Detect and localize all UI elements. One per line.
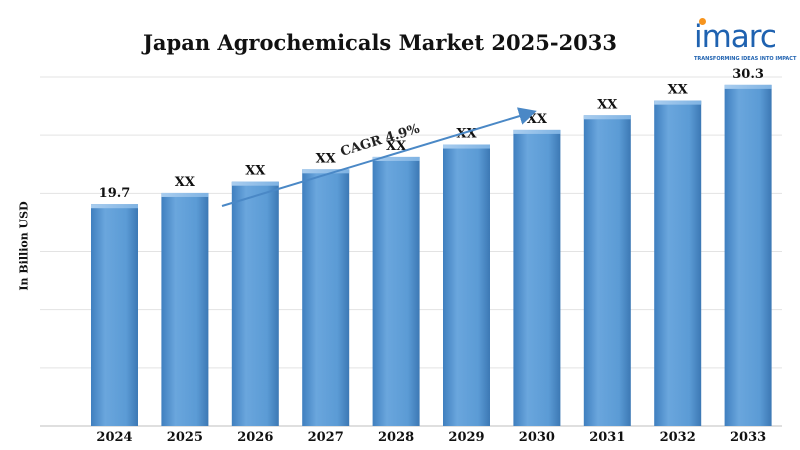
bar-2027: [302, 169, 350, 426]
data-label: 30.3: [732, 67, 764, 82]
data-label: XX: [386, 139, 407, 154]
bar-2030: [513, 129, 561, 426]
x-tick-label: 2032: [660, 430, 696, 445]
bar: [91, 204, 138, 426]
data-label: 19.7: [99, 186, 131, 201]
data-label: XX: [597, 97, 618, 112]
x-tick-label: 2030: [519, 430, 555, 445]
bar-top-bevel: [513, 129, 561, 134]
bar: [372, 156, 420, 426]
cagr-label: CAGR 4.9%: [339, 121, 422, 159]
data-label: XX: [245, 164, 266, 179]
data-label: XX: [175, 175, 196, 190]
x-tick-label: 2031: [589, 430, 625, 445]
data-label: XX: [527, 112, 548, 127]
bar-2026: [231, 181, 279, 426]
logo-dot: [699, 18, 706, 25]
x-tick-label: 2029: [448, 430, 484, 445]
x-tick-label: 2028: [378, 430, 414, 445]
logo-wordmark: imarc: [694, 19, 777, 55]
bar-top-bevel: [654, 100, 702, 105]
bar-top-bevel: [443, 144, 490, 149]
x-tick-label: 2026: [237, 430, 273, 445]
bar: [302, 169, 350, 426]
bar-top-bevel: [583, 115, 631, 120]
x-tick-label: 2025: [167, 430, 203, 445]
chart-title: Japan Agrochemicals Market 2025-2033: [142, 30, 618, 55]
bar-2024: [91, 204, 138, 426]
x-tick-labels: 2024 2025 2026 2027 2028 2029 2030 2031 2032 2033: [96, 430, 766, 445]
bar: [583, 115, 631, 427]
bar-top-bevel: [302, 169, 350, 174]
bar-top-bevel: [724, 84, 772, 89]
bar: [654, 100, 702, 426]
x-tick-label: 2027: [308, 430, 344, 445]
data-label: XX: [668, 83, 689, 98]
bars: [91, 84, 772, 427]
bar-top-bevel: [372, 156, 420, 161]
cagr-arrow: [221, 107, 537, 207]
imarc-logo: imarc TRANSFORMING IDEAS INTO IMPACT: [694, 16, 797, 64]
bar-top-bevel: [161, 192, 209, 197]
bar-2033: [724, 84, 772, 426]
bar: [443, 144, 490, 426]
bar-top-bevel: [91, 204, 138, 209]
bar: [513, 129, 561, 426]
bar: [724, 84, 772, 426]
logo-tagline: TRANSFORMING IDEAS INTO IMPACT: [694, 56, 797, 62]
bar-2029: [443, 144, 490, 426]
bar-2032: [654, 100, 702, 426]
x-tick-label: 2033: [730, 430, 766, 445]
x-tick-label: 2024: [96, 430, 132, 445]
data-label: XX: [316, 151, 337, 166]
bar-top-bevel: [231, 181, 279, 186]
bar: [161, 192, 209, 426]
bar-2025: [161, 192, 209, 426]
bar-2031: [583, 115, 631, 427]
bar: [231, 181, 279, 426]
bar-2028: [372, 156, 420, 426]
